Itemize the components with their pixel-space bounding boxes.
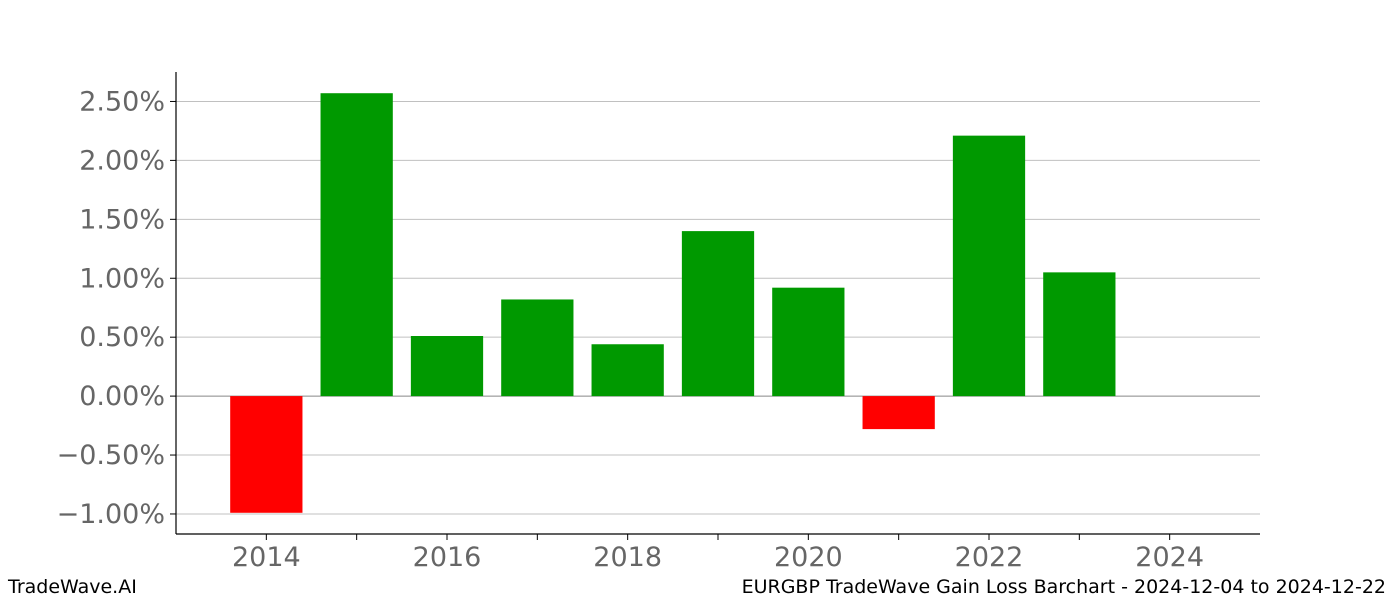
footer-brand: TradeWave.AI — [8, 576, 137, 598]
bar-2023 — [1043, 272, 1116, 397]
bar-2018 — [591, 344, 664, 397]
bar-2022 — [952, 135, 1026, 397]
y-tick-label: 0.50% — [79, 322, 165, 353]
bar-2020 — [772, 287, 845, 397]
bar-2015 — [320, 93, 393, 397]
y-tick-label: −1.00% — [57, 499, 165, 530]
y-tick-label: 1.50% — [79, 204, 165, 235]
x-tick-label: 2014 — [232, 542, 301, 570]
footer-chart-caption: EURGBP TradeWave Gain Loss Barchart - 20… — [741, 576, 1386, 598]
gain-loss-bar-chart: −1.00% −0.50% 0.00% 0.50% 1.00% 1.50% 2.00% 2.5… — [57, 72, 1260, 570]
bar-2017 — [501, 299, 574, 397]
x-tick-label: 2016 — [413, 542, 482, 570]
bar-2021 — [862, 396, 935, 430]
x-tick-label: 2022 — [955, 542, 1024, 570]
y-tick-label: −0.50% — [57, 440, 165, 471]
bar-2016 — [410, 336, 484, 397]
y-tick-label: 2.00% — [79, 145, 165, 176]
y-tick-label: 0.00% — [79, 381, 165, 412]
y-tick-label: 2.50% — [79, 86, 165, 117]
y-tick-label: 1.00% — [79, 263, 165, 294]
bar-layer — [230, 93, 1116, 513]
x-tick-label: 2018 — [593, 542, 662, 570]
y-tick-labels: −1.00% −0.50% 0.00% 0.50% 1.00% 1.50% 2.00% 2.5… — [57, 86, 165, 530]
bar-2014 — [230, 396, 303, 513]
x-tick-label: 2020 — [774, 542, 843, 570]
bar-2019 — [681, 231, 755, 397]
axis-layer — [170, 72, 1260, 540]
x-tick-label: 2024 — [1135, 542, 1204, 570]
x-tick-labels: 2014 2016 2018 2020 2022 2024 — [232, 542, 1204, 570]
